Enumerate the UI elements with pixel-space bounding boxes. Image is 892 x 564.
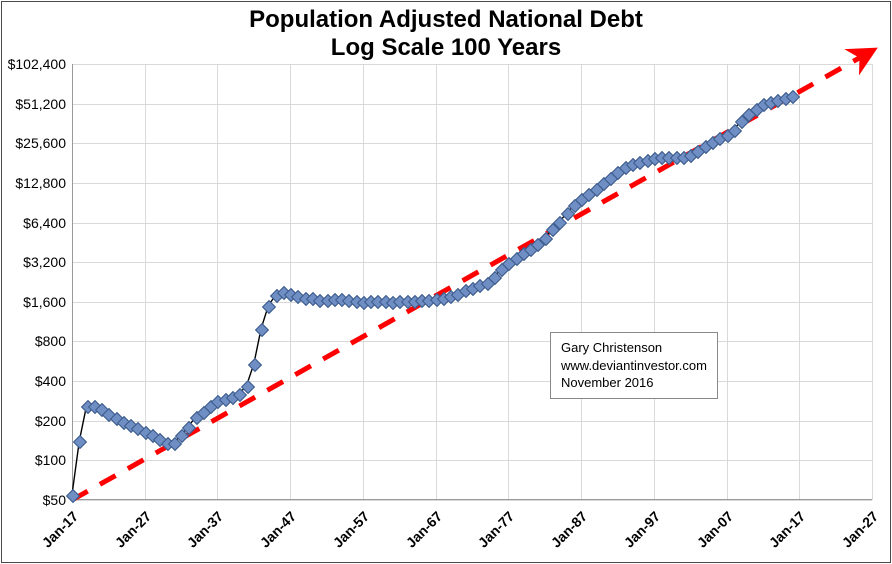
credit-line: www.deviantinvestor.com xyxy=(561,357,707,375)
y-axis-label: $200 xyxy=(35,413,66,429)
y-axis-label: $102,400 xyxy=(8,56,66,72)
y-axis-label: $51,200 xyxy=(15,96,66,112)
chart-container: Population Adjusted National Debt Log Sc… xyxy=(0,0,892,564)
y-axis-label: $12,800 xyxy=(15,175,66,191)
plot-area: $50$100$200$400$800$1,600$3,200$6,400$12… xyxy=(72,64,872,500)
y-axis-label: $50 xyxy=(43,492,66,508)
y-axis-label: $25,600 xyxy=(15,135,66,151)
y-axis-label: $100 xyxy=(35,452,66,468)
chart-title-line2: Log Scale 100 Years xyxy=(0,34,892,62)
credit-line: Gary Christenson xyxy=(561,339,707,357)
y-axis-label: $800 xyxy=(35,333,66,349)
credit-line: November 2016 xyxy=(561,374,707,392)
y-axis-label: $6,400 xyxy=(23,215,66,231)
y-axis-label: $400 xyxy=(35,373,66,389)
y-axis-label: $3,200 xyxy=(23,254,66,270)
chart-title-line1: Population Adjusted National Debt xyxy=(0,6,892,34)
vgridline xyxy=(872,64,873,500)
credit-box: Gary Christensonwww.deviantinvestor.comN… xyxy=(550,332,718,399)
x-axis-label: Jan-27 xyxy=(870,477,892,520)
y-axis-label: $1,600 xyxy=(23,294,66,310)
